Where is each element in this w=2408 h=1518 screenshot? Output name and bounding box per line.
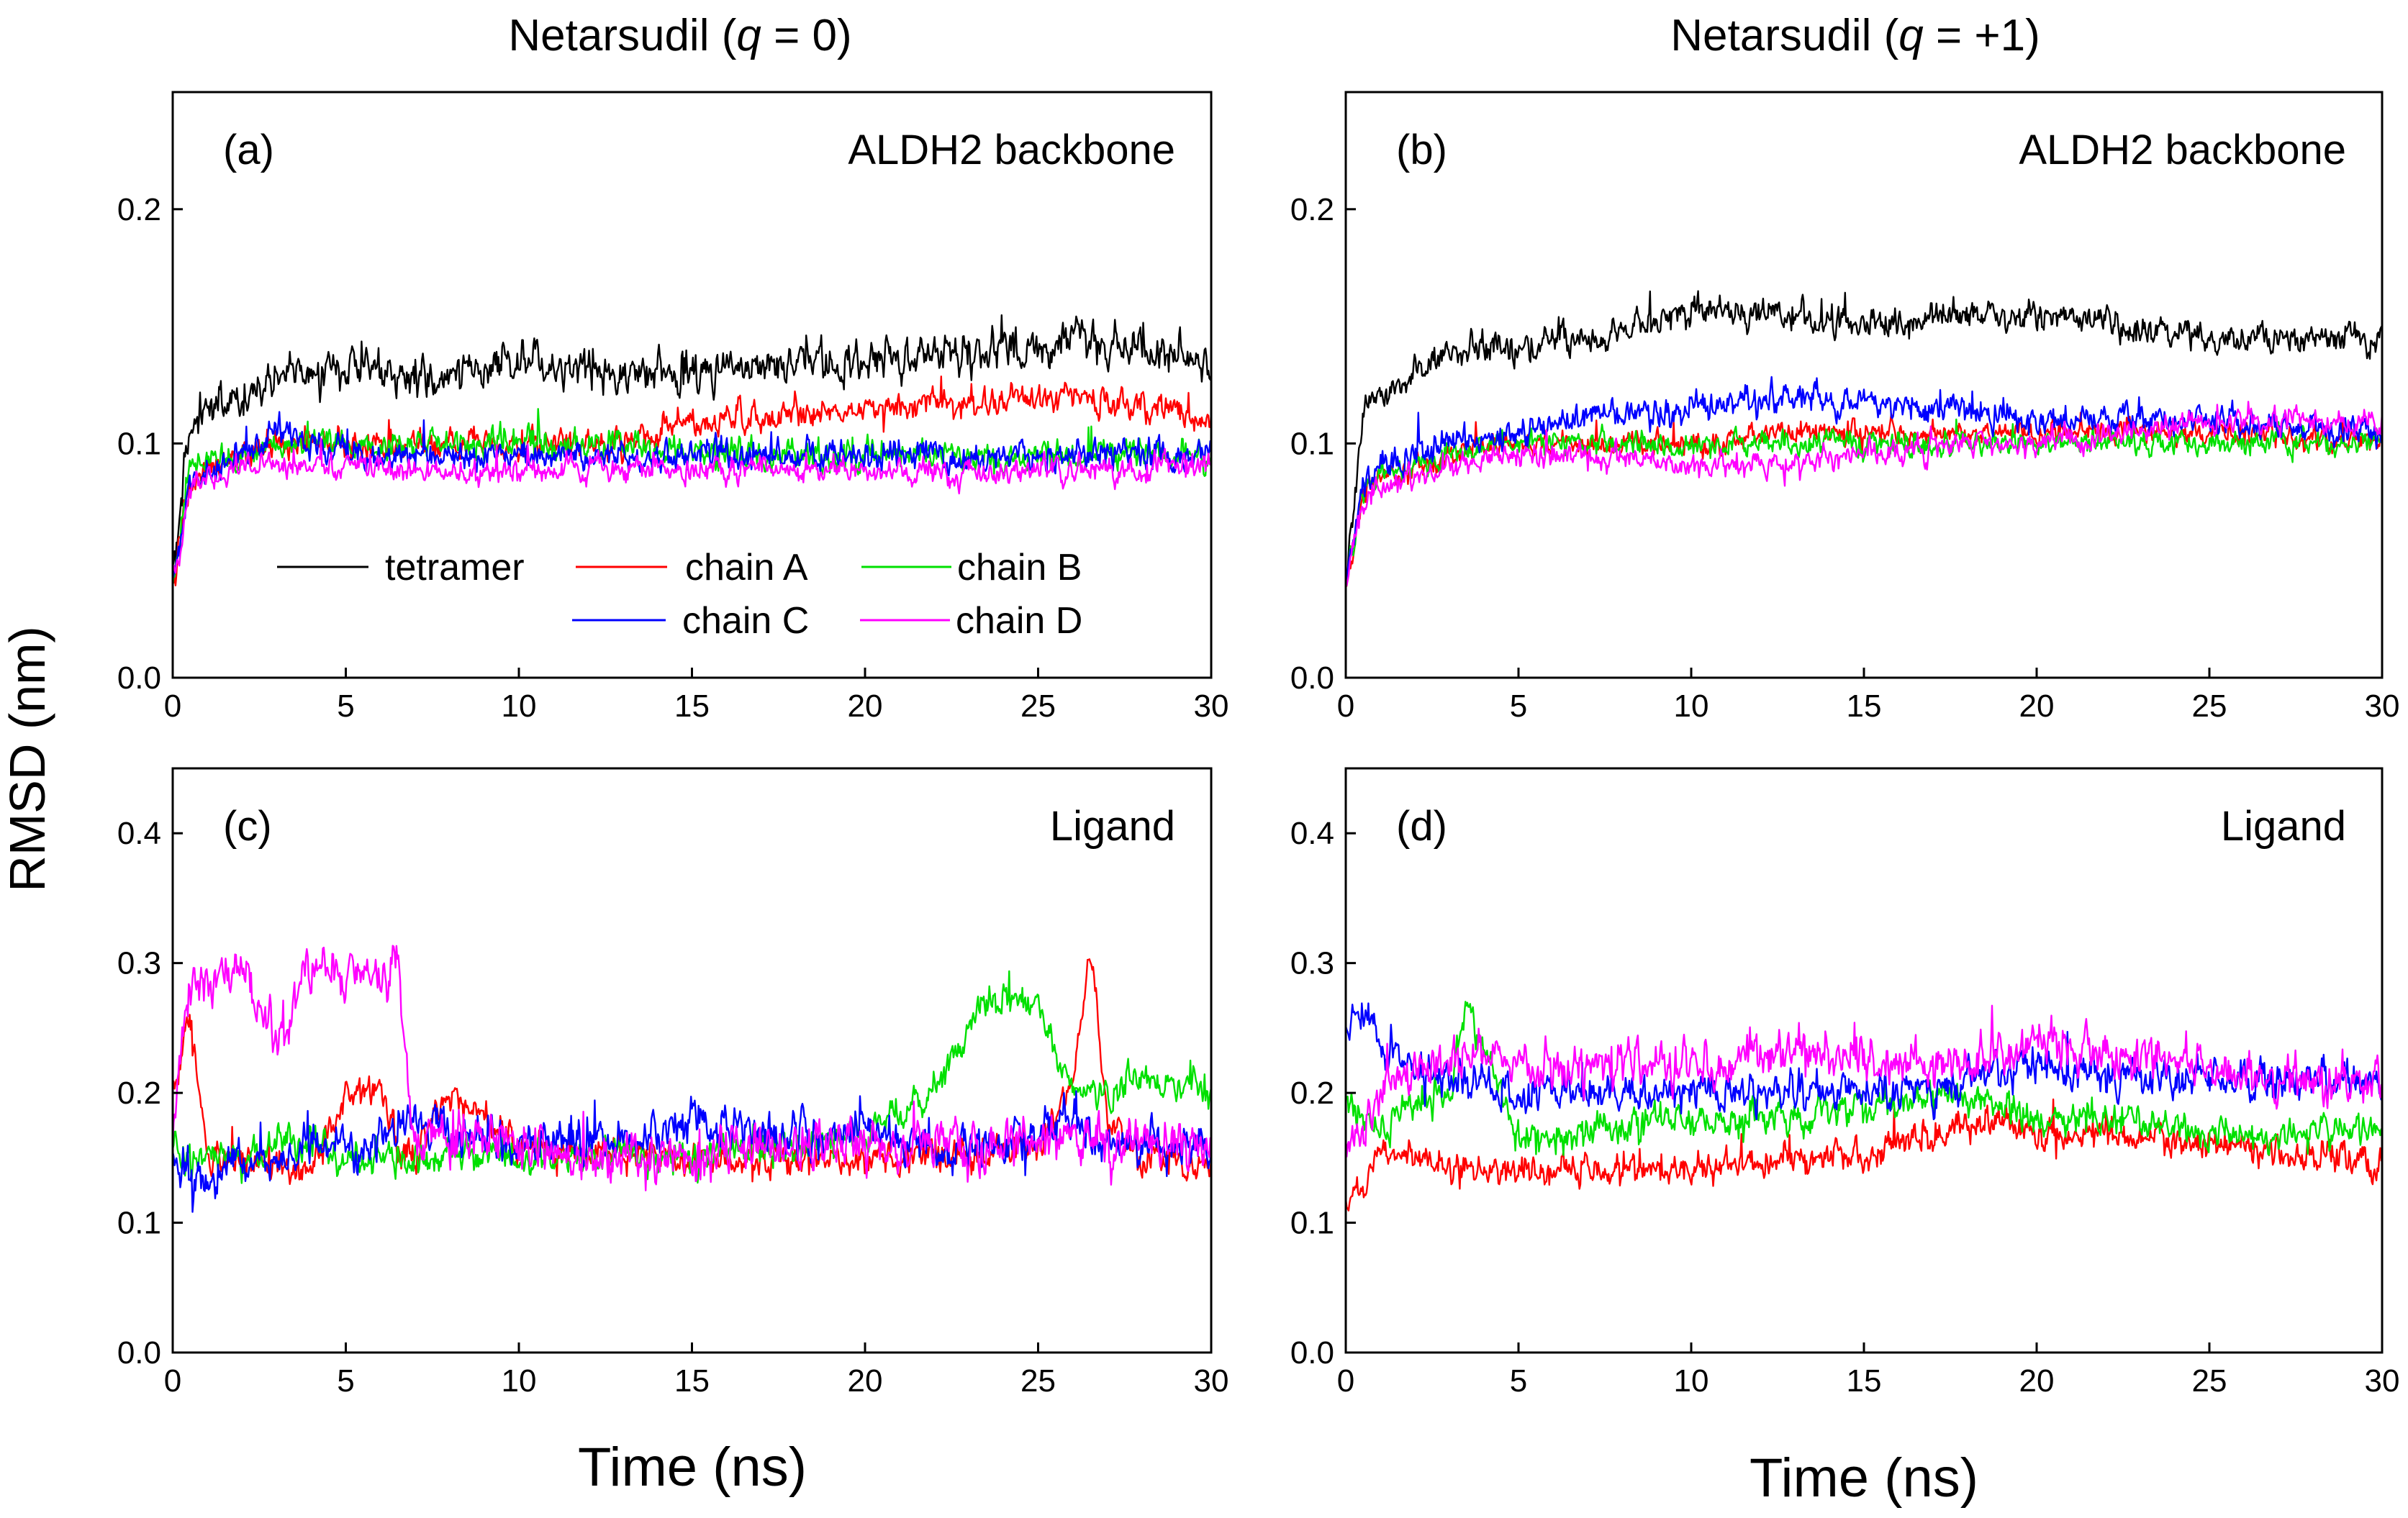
x-tick-label: 10	[502, 688, 537, 724]
x-tick-label: 0	[1337, 1363, 1354, 1399]
x-tick-label: 30	[2365, 688, 2400, 724]
series-line-chain-d	[1346, 401, 2382, 587]
series-group	[1346, 1001, 2382, 1212]
x-tick-label: 25	[1020, 1363, 1056, 1399]
panel-letter: (b)	[1396, 127, 1447, 173]
plot-frame	[1344, 91, 2384, 679]
column-title-right: Netarsudil (q = +1)	[1670, 11, 2040, 60]
panel-a: 0 5 10 15 20 25 30 0.0 0.1 0.2 (a) ALDH2 backbone	[117, 91, 1229, 724]
x-tick-label: 10	[1674, 688, 1709, 724]
x-tick-label: 5	[337, 1363, 354, 1399]
panel-letter: (a)	[223, 127, 274, 173]
series-group	[173, 314, 1211, 587]
series-line-chain-b	[1346, 418, 2382, 589]
y-tick-label: 0.1	[117, 426, 161, 461]
panel-letter: (c)	[223, 803, 272, 850]
series-line-chain-c	[173, 411, 1211, 580]
column-title-left: Netarsudil (q = 0)	[508, 11, 851, 60]
x-tick-label: 10	[502, 1363, 537, 1399]
y-tick-label: 0.4	[117, 816, 161, 851]
x-axis-label-right: Time (ns)	[1750, 1447, 1978, 1509]
panel-letter: (d)	[1396, 803, 1447, 850]
x-axis-label-left: Time (ns)	[578, 1437, 807, 1498]
y-tick-label: 0.0	[117, 1335, 161, 1371]
plot-frame	[171, 767, 1213, 1354]
y-tick-label: 0.3	[117, 946, 161, 981]
x-tick-label: 0	[1337, 688, 1354, 724]
y-tick-label: 0.2	[1290, 192, 1334, 227]
series-line-chain-b	[173, 970, 1211, 1184]
panel-title: ALDH2 backbone	[848, 127, 1175, 173]
legend: tetramer chain A chain B chain C chain D	[277, 547, 1082, 642]
panel-d: 0 5 10 15 20 25 30 0.0 0.1 0.2 0.3 0.4 (d) Ligand	[1290, 767, 2400, 1399]
x-tick-label: 5	[1510, 1363, 1527, 1399]
x-tick-label: 15	[674, 1363, 710, 1399]
panel-c: 0 5 10 15 20 25 30 0.0 0.1 0.2 0.3 0.4 (c) Ligand	[117, 767, 1229, 1399]
series-group	[1346, 290, 2382, 589]
legend-label-chain-c: chain C	[682, 600, 809, 642]
x-tick-label: 25	[2192, 1363, 2227, 1399]
y-tick-label: 0.2	[117, 1076, 161, 1111]
x-tick-label: 30	[1194, 1363, 1229, 1399]
y-axis-label: RMSD (nm)	[0, 626, 55, 891]
x-tick-label: 5	[337, 688, 354, 724]
x-tick-label: 15	[1847, 1363, 1882, 1399]
y-tick-label: 0.2	[117, 192, 161, 227]
y-tick-label: 0.2	[1290, 1076, 1334, 1111]
y-tick-label: 0.0	[1290, 1335, 1334, 1371]
plot-frame	[171, 91, 1213, 679]
series-line-chain-d	[173, 437, 1211, 574]
x-tick-label: 25	[1020, 688, 1056, 724]
legend-label-chain-d: chain D	[956, 600, 1082, 642]
x-tick-label: 0	[164, 688, 181, 724]
x-tick-label: 10	[1674, 1363, 1709, 1399]
legend-label-chain-b: chain B	[957, 547, 1082, 588]
series-line-tetramer	[173, 314, 1211, 576]
x-tick-label: 30	[1194, 688, 1229, 724]
x-tick-label: 15	[674, 688, 710, 724]
series-line-chain-d	[1346, 1004, 2382, 1158]
y-tick-label: 0.1	[1290, 1206, 1334, 1241]
x-tick-label: 15	[1847, 688, 1882, 724]
series-line-chain-b	[1346, 1001, 2382, 1156]
y-tick-label: 0.1	[117, 1206, 161, 1241]
x-tick-label: 20	[848, 1363, 883, 1399]
series-group	[173, 945, 1211, 1213]
x-tick-label: 5	[1510, 688, 1527, 724]
y-tick-label: 0.1	[1290, 426, 1334, 461]
panel-b: 0 5 10 15 20 25 30 0.0 0.1 0.2 (b) ALDH2 backbone	[1290, 91, 2400, 724]
y-tick-label: 0.3	[1290, 946, 1334, 981]
y-tick-label: 0.0	[1290, 660, 1334, 696]
legend-label-chain-a: chain A	[685, 547, 808, 588]
series-line-chain-c	[1346, 376, 2382, 583]
legend-label-tetramer: tetramer	[385, 547, 525, 588]
panel-title: Ligand	[2221, 803, 2346, 850]
x-tick-label: 30	[2365, 1363, 2400, 1399]
panel-title: Ligand	[1050, 803, 1175, 850]
series-line-tetramer	[1346, 290, 2382, 581]
x-tick-label: 20	[2019, 688, 2055, 724]
series-line-chain-d	[173, 945, 1211, 1191]
x-tick-label: 0	[164, 1363, 181, 1399]
series-line-chain-c	[1346, 1002, 2382, 1121]
x-tick-label: 20	[848, 688, 883, 724]
panel-title: ALDH2 backbone	[2019, 127, 2346, 173]
x-tick-label: 25	[2192, 688, 2227, 724]
y-tick-label: 0.4	[1290, 816, 1334, 851]
y-tick-label: 0.0	[117, 660, 161, 696]
x-tick-label: 20	[2019, 1363, 2055, 1399]
